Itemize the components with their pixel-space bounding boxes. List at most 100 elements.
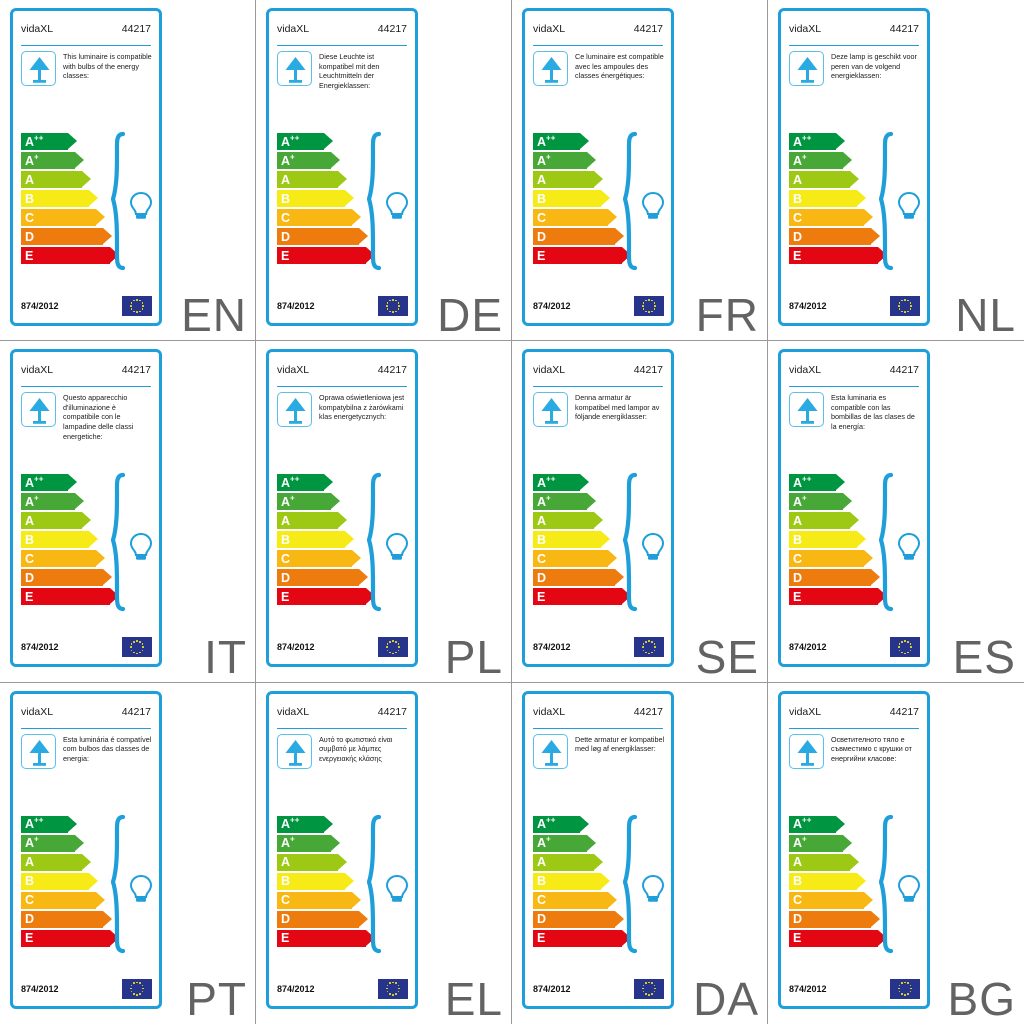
energy-class-arrow: A+ [533,834,623,852]
compatibility-text: Questo apparecchio d'illuminazione è com… [63,393,134,441]
card-description-row: Diese Leuchte ist kompatibel mit den Leu… [277,51,409,90]
energy-class-label: A++ [25,815,44,831]
eu-flag-icon [122,296,152,316]
energy-class-scale: A++ A+ A B C D E [277,133,375,266]
language-code-da: DA [693,972,759,1024]
energy-class-label: A++ [281,474,300,490]
energy-class-arrow: A [533,171,623,188]
table-lamp-icon [285,398,306,425]
card-description-row: Esta luminária é compatível com bulbos d… [21,733,153,769]
light-bulb-icon [641,191,665,219]
energy-class-arrow: A+ [789,493,879,511]
energy-class-arrow: D [533,910,624,928]
compatibility-text: Esta luminária é compatível com bulbos d… [63,734,152,763]
energy-class-arrow: A++ [789,474,879,492]
curly-brace-icon [878,131,921,271]
energy-class-label: E [25,248,34,263]
compatibility-text: Deze lamp is geschikt voor peren van de … [831,52,917,81]
energy-class-label: C [281,551,291,566]
table-lamp-icon [541,398,562,425]
energy-class-label: B [281,873,291,888]
energy-class-label: A [25,854,35,869]
energy-class-label: A+ [793,834,807,850]
energy-label-card: vidaXL 44217 Esta luminária é compatível c… [10,690,162,1009]
energy-class-arrow: A+ [277,834,367,852]
curly-brace-icon [366,131,409,271]
energy-class-label: A [793,854,803,869]
energy-label-card: vidaXL 44217 Esta luminaria es compatible … [778,349,930,668]
card-footer: 874/2012 [533,296,664,316]
energy-label-card: vidaXL 44217 Oprawa oświetleniowa jest kom… [266,349,418,668]
energy-class-label: C [537,210,547,225]
lamp-icon-box [533,51,568,86]
language-code-bg: BG [947,972,1016,1024]
energy-class-arrow: C [21,891,111,909]
energy-class-scale: A++ A+ A B C D E [21,815,119,949]
energy-class-label: E [537,589,546,604]
brand-name: vidaXL [533,23,566,35]
label-cell-en: vidaXL 44217 This luminaire is compatible … [0,0,256,342]
energy-label-card: vidaXL 44217 Αυτό το φωτιστικό είναι συμβα… [266,690,418,1009]
table-lamp-icon [29,57,50,83]
eu-flag-icon [890,296,920,316]
energy-class-label: A++ [793,815,812,831]
sku-number: 44217 [633,23,663,35]
label-cell-se: vidaXL 44217 Denna armatur är kompatibel m… [512,341,768,683]
card-header: vidaXL 44217 [533,23,663,46]
energy-class-label: B [537,873,547,888]
regulation-number: 874/2012 [21,642,59,653]
energy-class-label: E [793,589,802,604]
light-bulb-icon [129,191,153,219]
light-bulb-icon [897,533,921,560]
energy-class-label: A [537,172,547,187]
energy-class-label: A+ [793,493,807,509]
table-lamp-icon [29,398,50,425]
light-bulb-icon [897,191,921,219]
sku-number: 44217 [377,364,407,377]
eu-flag-icon [634,978,664,999]
brand-name: vidaXL [789,23,822,35]
card-footer: 874/2012 [789,978,920,999]
energy-class-label: A++ [25,133,44,149]
lamp-icon-box [533,733,568,769]
energy-class-label: A+ [793,152,807,168]
energy-class-arrow: E [277,247,375,264]
card-description-row: Denna armatur är kompatibel med lampor a… [533,392,665,428]
energy-class-arrow: C [533,891,623,909]
energy-class-label: D [25,229,35,244]
sku-number: 44217 [121,705,151,718]
energy-class-arrow: A++ [533,133,623,150]
compatibility-text: Esta luminaria es compatible con las bom… [831,393,915,432]
card-description-row: This luminaire is compatible with bulbs … [21,51,153,86]
compatibility-text: Denna armatur är kompatibel med lampor a… [575,393,660,422]
curly-brace-icon [110,131,153,271]
energy-class-label: A++ [281,815,300,831]
sku-number: 44217 [121,364,151,377]
energy-class-arrow: D [789,569,880,587]
eu-flag-icon [890,978,920,999]
table-lamp-icon [285,57,306,83]
lamp-icon-box [277,392,312,428]
language-code-se: SE [695,630,759,683]
eu-flag-icon [378,296,408,316]
language-code-nl: NL [955,289,1016,342]
energy-class-label: C [25,210,35,225]
brace-bulb-graphic [878,814,931,954]
energy-class-label: A+ [537,493,551,509]
card-header: vidaXL 44217 [21,364,151,388]
energy-class-scale: A++ A+ A B C D E [533,474,631,607]
energy-class-label: A+ [281,152,295,168]
regulation-number: 874/2012 [21,301,59,311]
energy-class-label: A+ [25,152,39,168]
curly-brace-icon [110,473,153,612]
energy-class-scale: A++ A+ A B C D E [277,815,375,949]
energy-class-arrow: A++ [21,133,111,150]
language-code-pt: PT [186,972,247,1024]
energy-class-label: A+ [537,834,551,850]
language-code-es: ES [952,630,1016,683]
energy-class-label: C [281,210,291,225]
compatibility-text: Oprawa oświetleniowa jest kompatybilna z… [319,393,405,422]
brace-bulb-graphic [622,472,675,612]
energy-class-label: A+ [25,493,39,509]
energy-class-arrow: A [277,853,367,871]
